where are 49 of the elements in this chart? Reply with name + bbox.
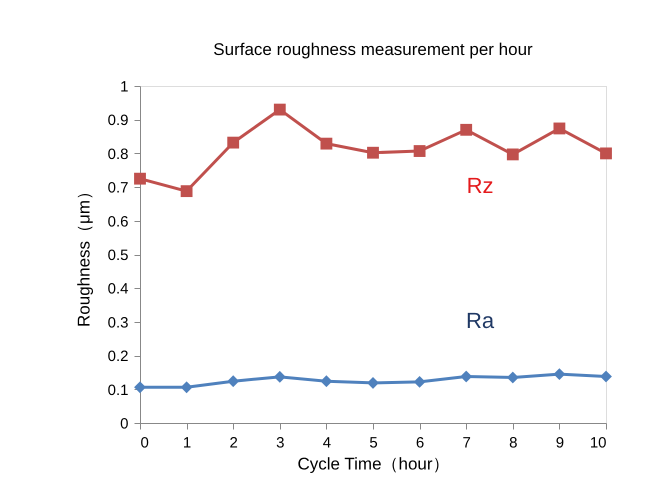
x-tick-label: 0 — [140, 434, 149, 452]
point — [414, 376, 426, 388]
point — [367, 376, 379, 389]
y-tick-label: 0.4 — [108, 280, 128, 298]
point — [227, 375, 240, 388]
point — [414, 145, 426, 157]
y-tick-label: 0.9 — [108, 112, 128, 130]
y-tick-label: 0 — [120, 416, 128, 432]
series-label: Rz — [466, 173, 494, 198]
y-axis-title: Roughness（μm） — [74, 183, 94, 327]
point — [134, 381, 146, 394]
point — [320, 375, 332, 388]
series-label: Ra — [466, 308, 495, 333]
x-tick-label: 5 — [369, 434, 378, 452]
x-tick-label: 6 — [416, 434, 424, 452]
x-tick-label: 1 — [182, 434, 192, 452]
point — [320, 138, 332, 150]
point — [600, 147, 612, 160]
y-tick-label: 0.3 — [108, 314, 128, 332]
x-tick-label: 7 — [462, 434, 471, 452]
point — [274, 370, 286, 383]
x-tick-label: 10 — [590, 434, 606, 452]
y-tick-label: 0.8 — [108, 146, 128, 163]
y-tick-label: 1 — [120, 78, 128, 96]
point — [553, 368, 566, 380]
y-tick-label: 0.2 — [108, 348, 128, 366]
x-tick-label: 8 — [509, 434, 518, 452]
point — [227, 136, 240, 149]
point — [460, 370, 472, 382]
x-tick-label: 9 — [556, 434, 564, 452]
point — [506, 148, 519, 160]
chart-title: Surface roughness measurement per hour — [213, 40, 534, 59]
y-tick-label: 0.6 — [108, 213, 128, 230]
point — [180, 381, 193, 394]
point — [460, 124, 472, 136]
point — [367, 146, 379, 159]
x-axis-title: Cycle Time（hour） — [297, 454, 450, 474]
y-tick-label: 0.7 — [108, 180, 128, 197]
point — [600, 370, 612, 382]
point — [274, 104, 286, 116]
point — [180, 185, 193, 198]
point — [553, 122, 566, 134]
point — [506, 372, 519, 384]
y-tick-label: 0.1 — [108, 382, 128, 399]
x-tick-label: 3 — [276, 434, 284, 452]
point — [134, 172, 146, 185]
y-tick-label: 0.5 — [108, 247, 128, 264]
x-tick-label: 2 — [230, 434, 238, 452]
x-tick-label: 4 — [322, 434, 332, 452]
